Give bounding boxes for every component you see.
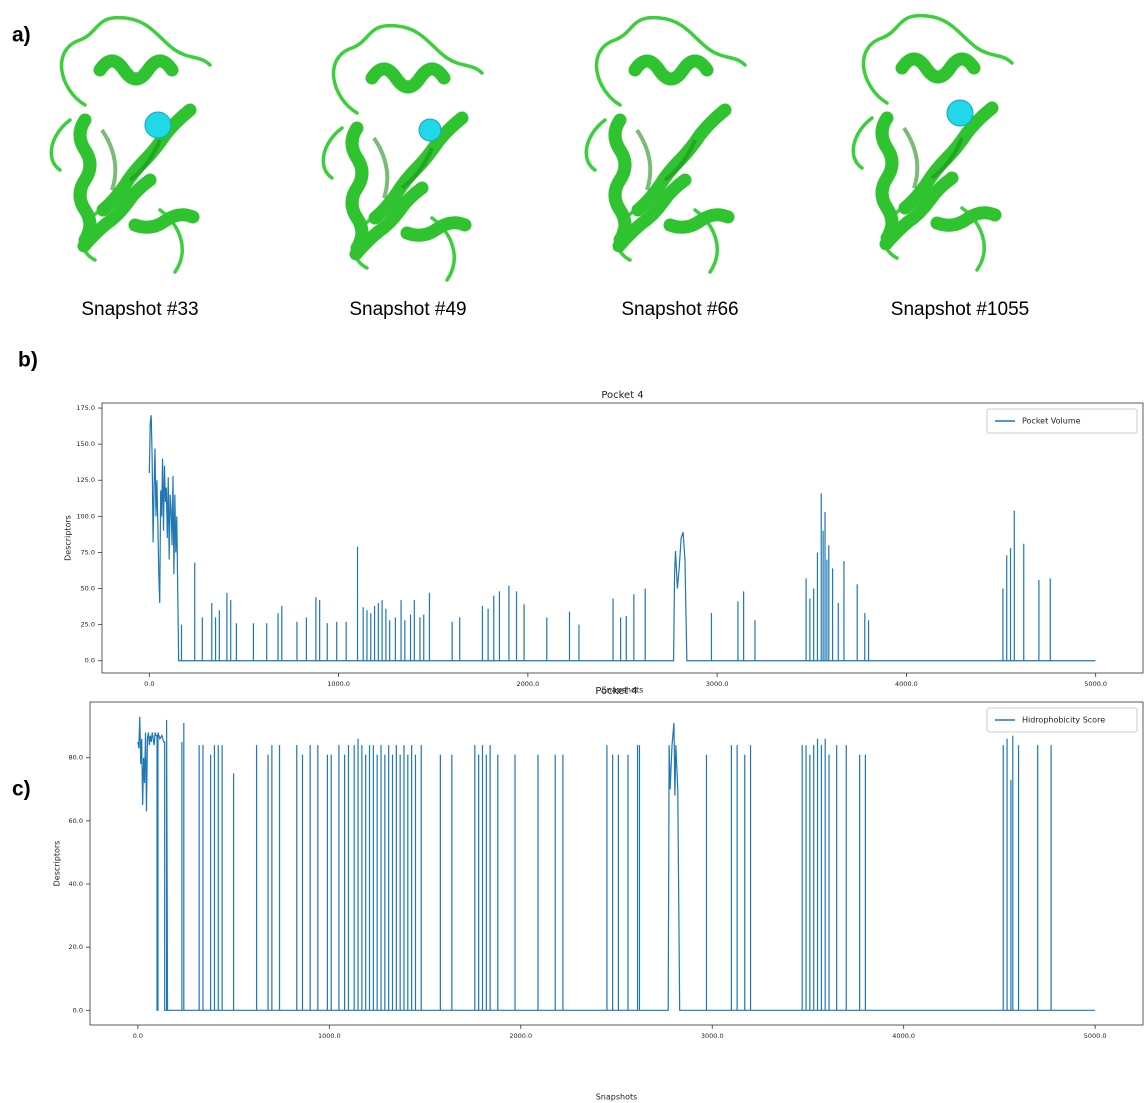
panel-label: c) <box>12 778 31 801</box>
x-tick-label: 4000.0 <box>895 680 918 688</box>
y-tick-label: 50.0 <box>81 585 95 593</box>
plot-frame <box>102 403 1143 673</box>
data-line <box>138 717 1095 1011</box>
panel-label: b) <box>18 349 38 372</box>
plot-frame <box>90 702 1143 1025</box>
snapshot-caption: Snapshot #33 <box>81 299 198 320</box>
protein-structure <box>586 18 745 272</box>
x-tick-label: 2000.0 <box>509 1032 532 1040</box>
y-tick-label: 80.0 <box>69 754 83 762</box>
y-tick-label: 150.0 <box>76 440 95 448</box>
x-tick-label: 1000.0 <box>318 1032 341 1040</box>
y-tick-label: 75.0 <box>81 548 95 556</box>
y-tick-label: 175.0 <box>76 404 95 412</box>
y-tick-label: 100.0 <box>76 512 95 520</box>
y-tick-label: 60.0 <box>69 817 83 825</box>
y-axis-label: Descriptors <box>53 841 62 887</box>
panel-label: a) <box>12 24 31 47</box>
x-tick-label: 2000.0 <box>516 680 539 688</box>
protein-structure <box>323 26 482 280</box>
x-tick-label: 0.0 <box>144 680 154 688</box>
y-tick-label: 0.0 <box>85 657 95 665</box>
snapshot-caption: Snapshot #66 <box>621 299 738 320</box>
data-line <box>149 415 1095 660</box>
snapshot-caption: Snapshot #49 <box>349 299 466 320</box>
y-tick-label: 25.0 <box>81 621 95 629</box>
figure: a) b) c) Snapshot #33 Snapshot #49 Snaps… <box>0 0 1145 1103</box>
chart-title: Pocket 4 <box>601 390 643 401</box>
y-tick-label: 40.0 <box>69 880 83 888</box>
legend-label: Hidrophobicity Score <box>1022 716 1105 725</box>
legend-label: Pocket Volume <box>1022 417 1081 426</box>
x-tick-label: 5000.0 <box>1084 680 1107 688</box>
x-tick-label: 3000.0 <box>706 680 729 688</box>
x-tick-label: 3000.0 <box>701 1032 724 1040</box>
protein-structure <box>51 18 210 272</box>
y-tick-label: 125.0 <box>76 476 95 484</box>
x-axis-label: Snapshots <box>596 1093 638 1102</box>
x-tick-label: 1000.0 <box>327 680 350 688</box>
y-tick-label: 0.0 <box>73 1006 83 1014</box>
y-axis-label: Descriptors <box>64 515 73 561</box>
snapshot-caption: Snapshot #1055 <box>891 299 1029 320</box>
y-tick-label: 20.0 <box>69 943 83 951</box>
x-tick-label: 4000.0 <box>892 1032 915 1040</box>
protein-structure <box>853 16 1012 270</box>
x-tick-label: 5000.0 <box>1084 1032 1107 1040</box>
chart-title: Pocket 4 <box>595 686 637 697</box>
x-tick-label: 0.0 <box>133 1032 143 1040</box>
